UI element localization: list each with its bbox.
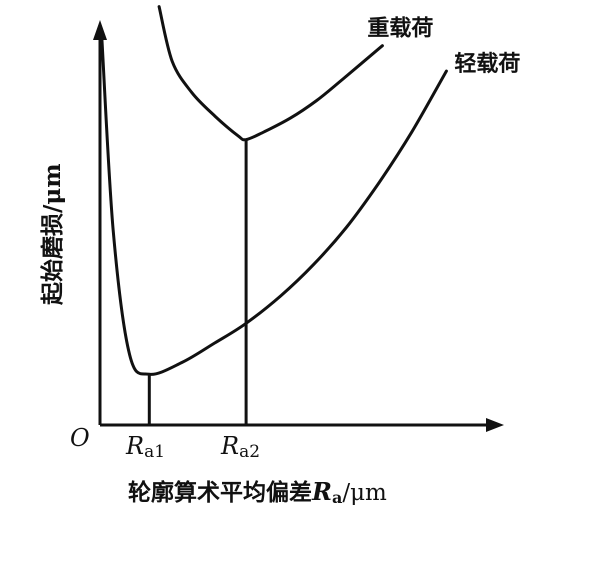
x-axis-arrow-icon xyxy=(486,418,504,432)
curve-light-load xyxy=(100,32,448,376)
series-label-heavy-load: 重载荷 xyxy=(367,16,433,42)
y-axis-label: 起始磨损/μm xyxy=(39,163,66,305)
x-axis-label: 轮廓算术平均偏差Ra/μm xyxy=(128,477,387,507)
tick-label-ra2: Ra2 xyxy=(220,432,260,462)
series-group xyxy=(100,5,448,376)
reference-lines xyxy=(147,139,248,425)
curve-heavy-load xyxy=(157,5,384,142)
origin-label: O xyxy=(70,424,90,452)
series-label-light-load: 轻载荷 xyxy=(454,51,520,77)
y-axis-arrow-icon xyxy=(93,20,107,40)
tick-label-ra1: Ra1 xyxy=(125,432,165,462)
